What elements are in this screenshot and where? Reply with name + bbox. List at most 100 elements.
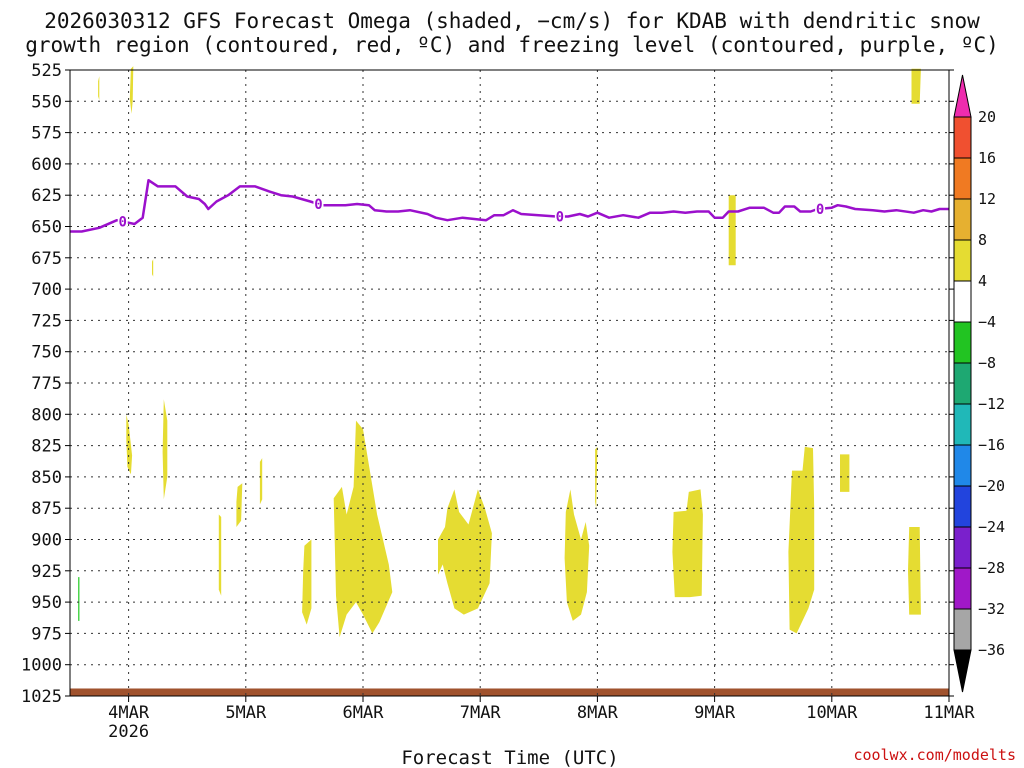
omega-region-18	[908, 527, 921, 615]
y-tick-label-600: 600	[31, 155, 62, 175]
omega-region-1	[98, 76, 100, 100]
x-axis-title: Forecast Time (UTC)	[401, 747, 618, 768]
omega-region-12	[438, 489, 492, 615]
omega-region-16	[788, 446, 815, 634]
omega-region-6	[162, 399, 168, 500]
y-tick-label-725: 725	[31, 311, 62, 331]
omega-region-10	[302, 539, 312, 625]
y-tick-label-875: 875	[31, 499, 62, 519]
x-tick-label-5MAR: 5MAR	[225, 703, 267, 723]
x-tick-label-9MAR: 9MAR	[694, 703, 736, 723]
y-tick-label-575: 575	[31, 124, 62, 144]
omega-region-5	[126, 414, 133, 475]
colorbar-label-9: −20	[978, 477, 1005, 495]
freezing-level-label-bg-2	[554, 208, 565, 224]
colorbar-cell-7	[953, 362, 972, 405]
freezing-level-label-2: 0	[556, 209, 564, 225]
colorbar-cell-3	[953, 198, 972, 241]
colorbar-label-8: −16	[978, 436, 1005, 454]
colorbar-cell-5	[953, 280, 972, 323]
colorbar-label-13: −36	[978, 641, 1005, 659]
colorbar-label-5: −4	[978, 313, 996, 331]
omega-region-8	[259, 458, 263, 505]
grid-layer	[70, 70, 949, 696]
omega-region-3	[728, 195, 736, 266]
colorbar-label-1: 16	[978, 149, 996, 167]
y-tick-label-975: 975	[31, 624, 62, 644]
y-tick-label-550: 550	[31, 92, 62, 112]
omega-region-9	[218, 514, 222, 596]
omega-region-14	[595, 446, 598, 509]
freezing-level-label-3: 0	[816, 202, 824, 218]
colorbar-label-6: −8	[978, 354, 996, 372]
omega-region-4	[911, 68, 921, 104]
omega-region-19	[78, 577, 80, 621]
x-tick-label-10MAR: 10MAR	[806, 703, 858, 723]
y-tick-label-525: 525	[31, 61, 62, 81]
colorbar-cell-2	[953, 157, 972, 200]
freezing-level-label-1: 0	[314, 197, 322, 213]
chart-title-line-1: 2026030312 GFS Forecast Omega (shaded, −…	[44, 9, 980, 33]
omega-shading-layer	[78, 66, 921, 638]
x-tick-label-6MAR: 6MAR	[343, 703, 385, 723]
chart-title-line-2: growth region (contoured, red, ºC) and f…	[25, 33, 999, 57]
y-tick-label-900: 900	[31, 531, 62, 551]
freezing-level-layer: 0 0 0 0	[70, 178, 949, 233]
colorbar-cell-0	[953, 74, 972, 118]
terrain-band	[70, 688, 949, 696]
colorbar-cell-1	[953, 116, 972, 159]
colorbar-cell-8	[953, 403, 972, 446]
x-tick-sublabel-4MAR: 2026	[108, 722, 149, 742]
x-tick-label-7MAR: 7MAR	[460, 703, 502, 723]
omega-region-13	[564, 489, 590, 621]
x-tick-label-8MAR: 8MAR	[577, 703, 619, 723]
colorbar-label-7: −12	[978, 395, 1005, 413]
watermark-text: coolwx.com/modelts	[853, 746, 1016, 764]
colorbar-label-3: 8	[978, 231, 987, 249]
omega-region-0	[129, 66, 134, 114]
y-tick-label-1025: 1025	[21, 687, 62, 707]
y-tick-label-750: 750	[31, 343, 62, 363]
y-tick-label-700: 700	[31, 280, 62, 300]
omega-region-17	[840, 454, 850, 492]
colorbar-label-4: 4	[978, 272, 987, 290]
y-tick-label-850: 850	[31, 468, 62, 488]
colorbar-cell-11	[953, 526, 972, 569]
y-tick-label-650: 650	[31, 218, 62, 238]
colorbar-cell-12	[953, 567, 972, 610]
freezing-level-label-0: 0	[119, 214, 127, 230]
y-tick-label-625: 625	[31, 186, 62, 206]
freezing-level-label-bg-3	[815, 200, 826, 216]
x-tick-label-11MAR: 11MAR	[923, 703, 975, 723]
colorbar-cell-10	[953, 485, 972, 528]
colorbar-label-2: 12	[978, 190, 996, 208]
axes-layer: 525 550 575 600 625 650 675 700 725 750 775 800 825 8…	[21, 61, 975, 742]
colorbar: 20 16 12 8 4 −4 −8 −12 −16 −20 −24 −28 −32 −36	[953, 74, 1005, 693]
colorbar-cell-6	[953, 321, 972, 364]
omega-region-11	[333, 420, 393, 638]
freezing-level-label-bg-1	[313, 196, 324, 212]
terrain-layer	[70, 688, 949, 696]
y-tick-label-950: 950	[31, 593, 62, 613]
colorbar-label-11: −28	[978, 559, 1005, 577]
colorbar-label-12: −32	[978, 600, 1005, 618]
y-tick-label-775: 775	[31, 374, 62, 394]
colorbar-label-10: −24	[978, 518, 1005, 536]
y-tick-label-825: 825	[31, 437, 62, 457]
x-tick-label-4MAR: 4MAR	[108, 703, 150, 723]
y-tick-label-800: 800	[31, 405, 62, 425]
colorbar-cell-13	[953, 608, 972, 651]
omega-region-15	[672, 489, 703, 598]
plot-frame	[69, 69, 950, 697]
colorbar-cell-9	[953, 444, 972, 487]
freezing-level-label-bg-0	[117, 213, 128, 229]
y-tick-label-925: 925	[31, 562, 62, 582]
omega-region-2	[152, 259, 154, 277]
colorbar-label-0: 20	[978, 108, 996, 126]
omega-region-7	[236, 483, 243, 527]
y-tick-label-1000: 1000	[21, 656, 62, 676]
freezing-level-line	[70, 178, 949, 233]
colorbar-cell-4	[953, 239, 972, 282]
y-tick-label-675: 675	[31, 249, 62, 269]
